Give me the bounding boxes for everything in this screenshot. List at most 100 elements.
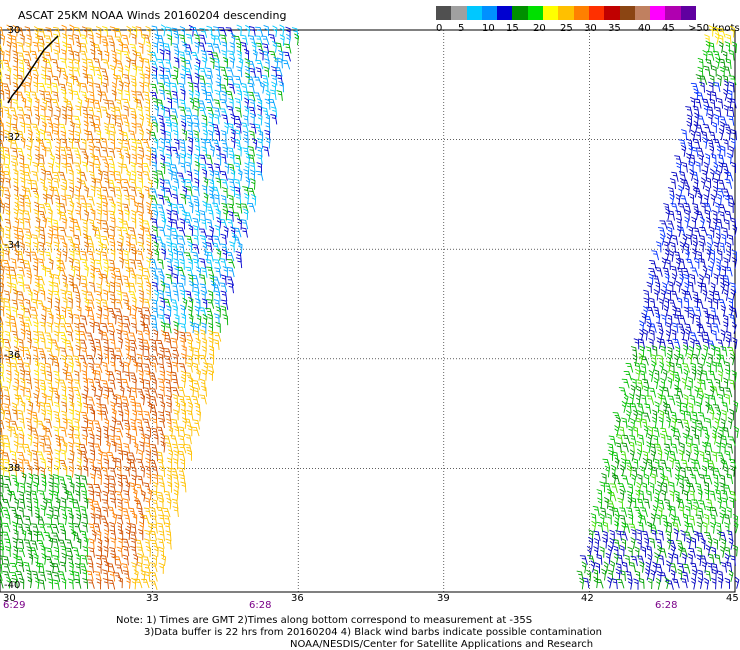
wind-barb (94, 369, 102, 381)
wind-barb (227, 178, 236, 189)
wind-barb (41, 98, 47, 110)
wind-barb (665, 416, 671, 429)
wind-barb (73, 578, 82, 589)
wind-barb (613, 538, 621, 550)
wind-barb (132, 360, 138, 373)
wind-barb (115, 457, 122, 469)
wind-barb (179, 26, 185, 38)
wind-barb (47, 208, 53, 221)
wind-barb (180, 353, 187, 365)
wind-barb (159, 465, 165, 478)
wind-barb (150, 514, 158, 526)
wind-barb (53, 26, 61, 37)
wind-barb (158, 41, 165, 53)
wind-barb (27, 434, 33, 446)
wind-barb (184, 433, 192, 445)
wind-barb (84, 305, 90, 318)
wind-barb (722, 321, 728, 333)
wind-barb (603, 497, 609, 509)
wind-barb (234, 138, 242, 150)
wind-barb (144, 106, 151, 118)
wind-barb (76, 513, 82, 526)
wind-barb (75, 105, 82, 117)
wind-barb (233, 35, 242, 46)
wind-barb (687, 434, 693, 447)
wind-barb (20, 328, 26, 341)
wind-barb (108, 482, 116, 494)
wind-barb (194, 402, 201, 414)
wind-barb (90, 177, 97, 189)
wind-barb (729, 490, 737, 501)
wind-barb (31, 123, 40, 134)
wind-barb (621, 417, 628, 429)
wind-barb (138, 369, 144, 382)
wind-barb (178, 435, 185, 446)
wind-barb (636, 385, 642, 398)
wind-barb (256, 146, 263, 158)
wind-barb (153, 104, 160, 117)
wind-barb (117, 480, 123, 493)
wind-barb (17, 266, 25, 277)
wind-barb (694, 385, 700, 398)
wind-barb (709, 394, 717, 406)
wind-barb (671, 322, 679, 334)
wind-barb (170, 146, 179, 157)
wind-barb (76, 177, 82, 190)
wind-barb (646, 395, 655, 406)
wind-barb (247, 146, 255, 157)
legend-tick: 30 (584, 23, 597, 34)
wind-barb (44, 450, 53, 461)
wind-barb (665, 321, 671, 334)
wind-barb (682, 432, 688, 445)
wind-barb (4, 218, 12, 230)
wind-barb (690, 426, 697, 438)
wind-barb (71, 499, 80, 509)
wind-barb (104, 369, 110, 382)
wind-barb (701, 561, 707, 573)
wind-barb (81, 426, 88, 437)
wind-barb (107, 179, 115, 190)
wind-barb (0, 371, 5, 382)
wind-barb (222, 74, 229, 86)
wind-barb (132, 488, 138, 501)
wind-barb (144, 570, 151, 582)
wind-barb (61, 410, 67, 422)
wind-barb (82, 226, 88, 238)
wind-barb (183, 218, 192, 229)
wind-barb (23, 51, 32, 61)
wind-barb (636, 379, 644, 390)
wind-barb (183, 252, 193, 262)
wind-barb (1, 531, 11, 541)
wind-barb (123, 514, 131, 525)
wind-barb (23, 260, 31, 271)
wind-barb (160, 162, 166, 175)
legend-tick: 5 (458, 23, 465, 34)
wind-barb (579, 555, 588, 565)
wind-barb (682, 563, 691, 574)
wind-barb (109, 130, 116, 142)
wind-barb (207, 313, 213, 325)
wind-barb (2, 452, 10, 463)
wind-barb (649, 524, 658, 535)
wind-barb (648, 323, 657, 333)
wind-barb (255, 42, 264, 53)
wind-barb (142, 220, 151, 231)
wind-barb (677, 226, 686, 237)
wind-barb (705, 58, 713, 70)
wind-barb (245, 152, 251, 165)
wind-barb (252, 138, 258, 150)
wind-barb (198, 154, 207, 165)
wind-barb (200, 219, 207, 230)
wind-barb (724, 361, 731, 373)
wind-barb (179, 146, 187, 158)
wind-barb (83, 241, 89, 254)
wind-barb (715, 257, 721, 270)
wind-barb (153, 329, 159, 341)
wind-barb (145, 146, 152, 158)
wind-barb (87, 419, 94, 430)
wind-barb (2, 187, 11, 197)
wind-barb (62, 297, 68, 309)
wind-barb (24, 523, 31, 535)
wind-barb (108, 259, 116, 270)
wind-barb (109, 297, 116, 310)
